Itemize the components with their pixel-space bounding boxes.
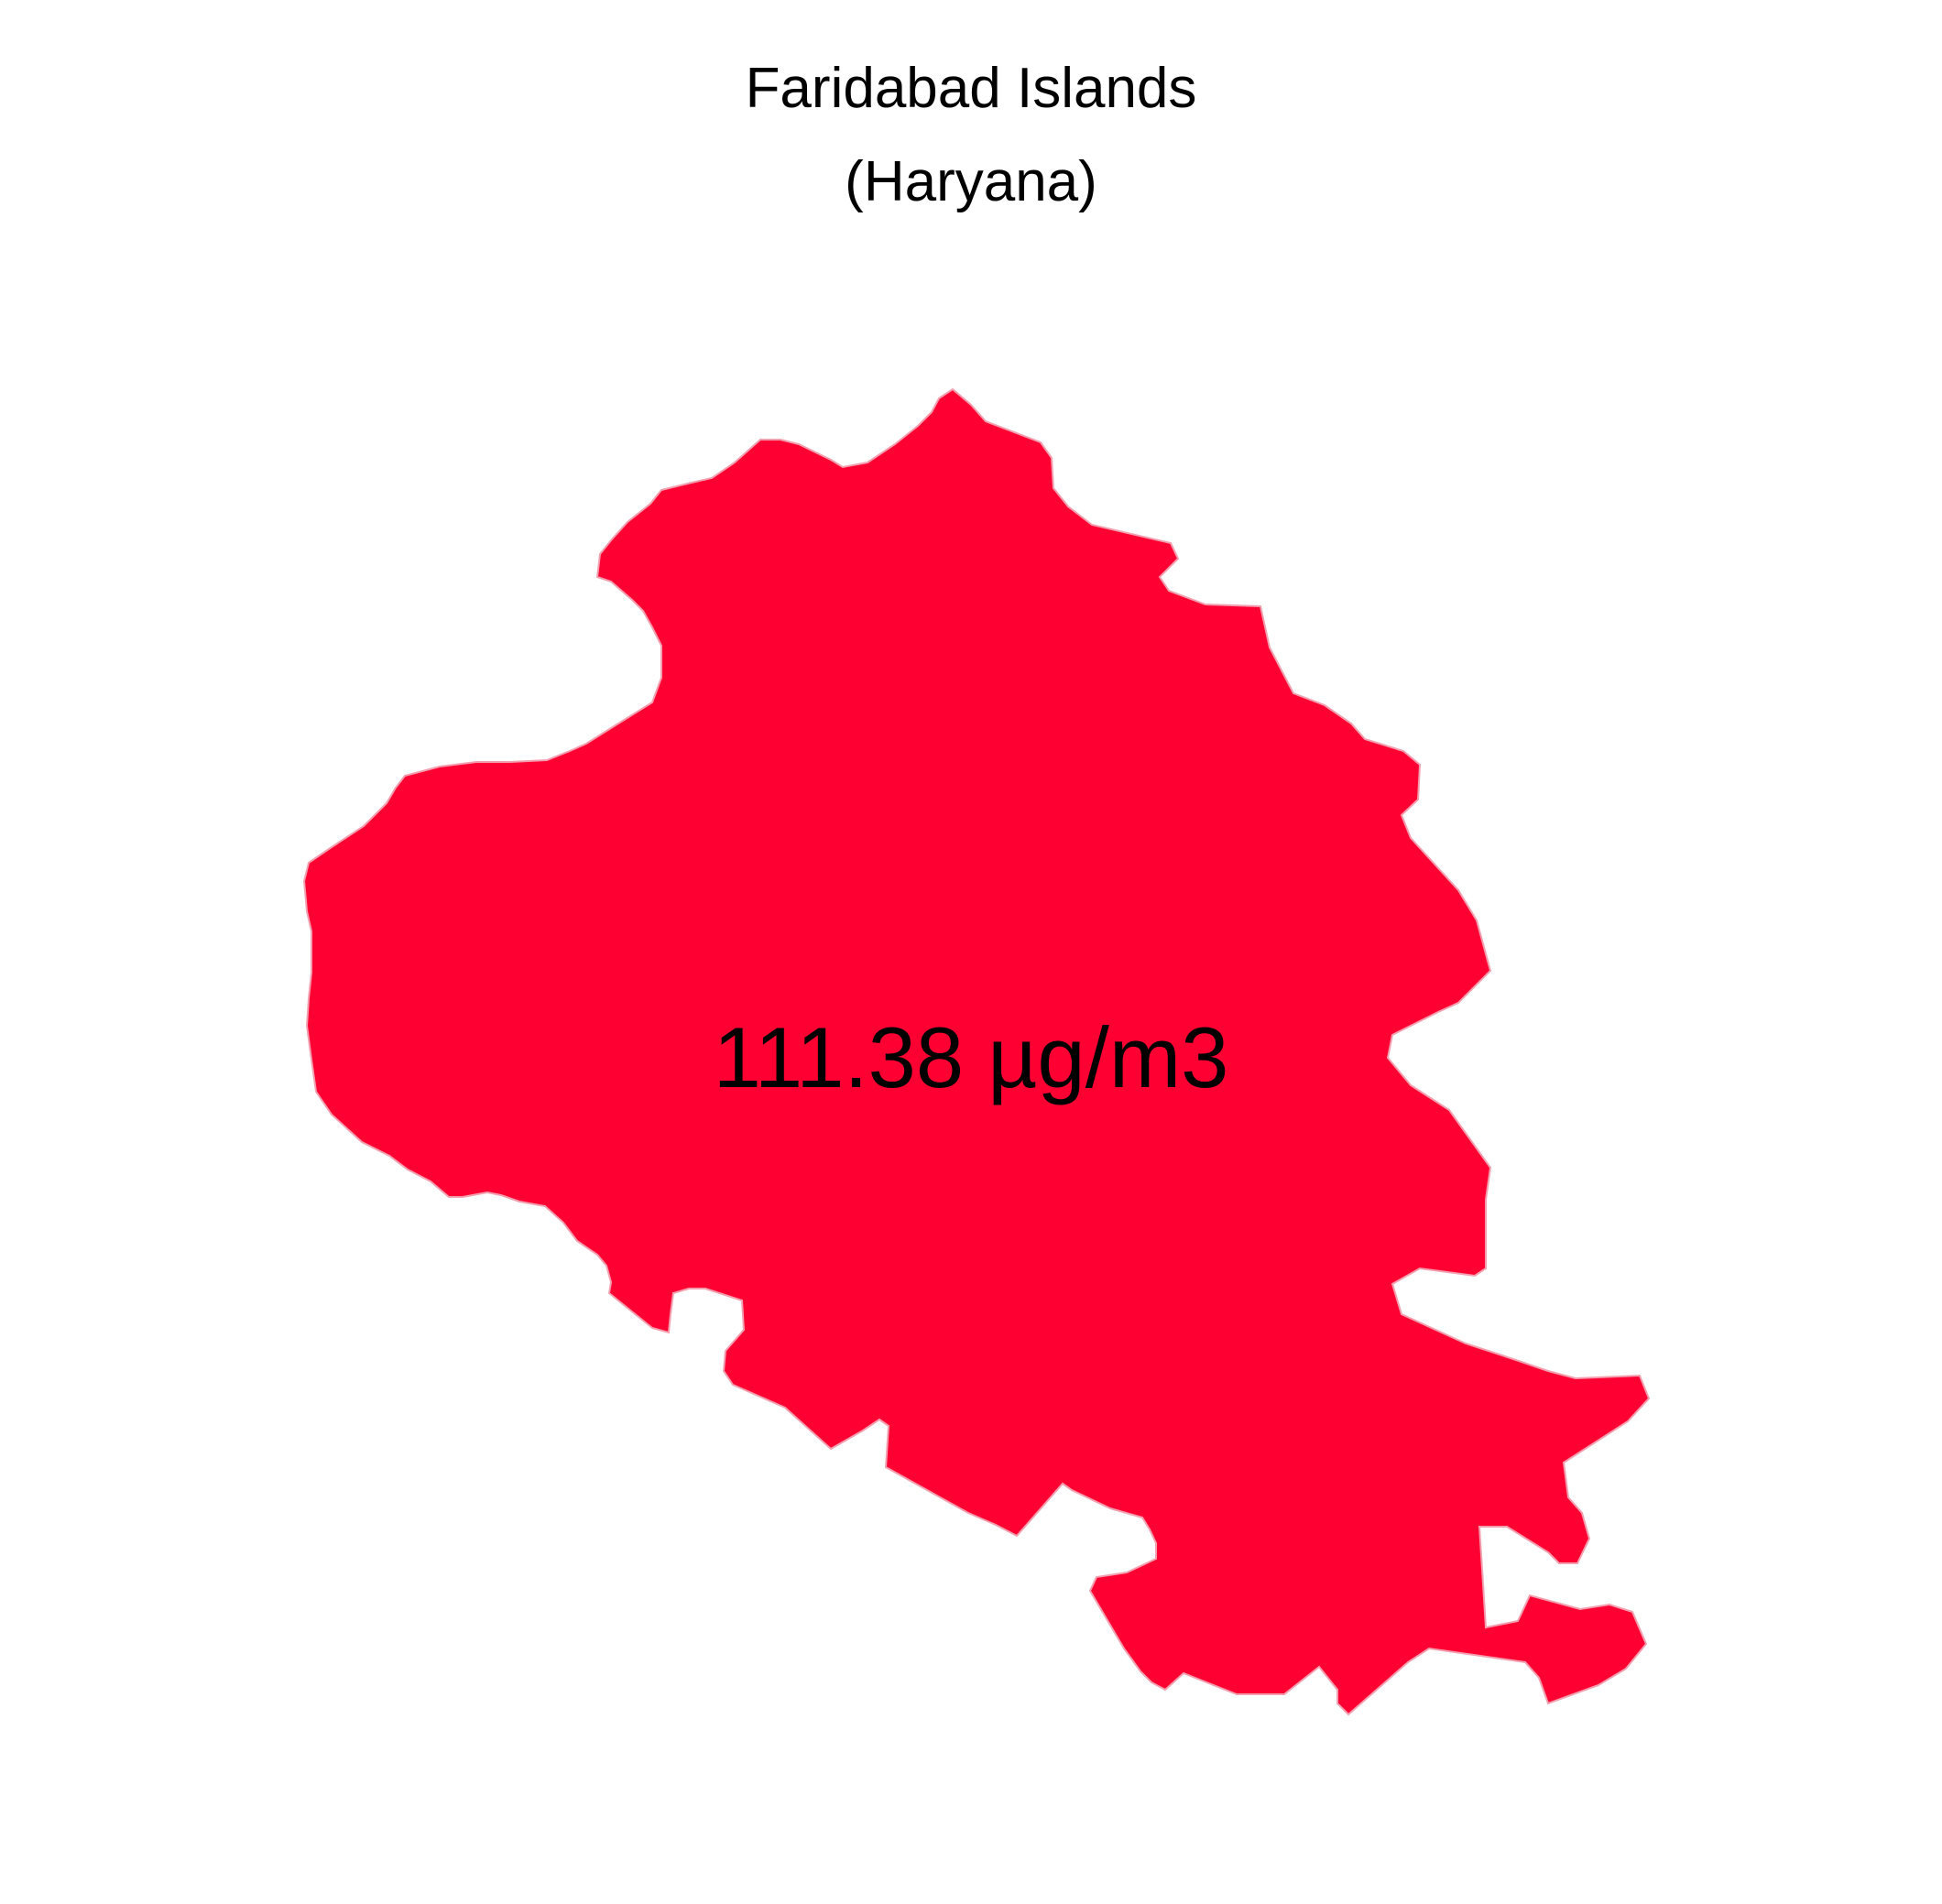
map-title: Faridabad Islands <box>745 57 1197 120</box>
map-subtitle: (Haryana) <box>845 150 1097 213</box>
aqi-value-label: 111.38 µg/m3 <box>713 1009 1229 1105</box>
district-shape <box>302 387 1651 1716</box>
